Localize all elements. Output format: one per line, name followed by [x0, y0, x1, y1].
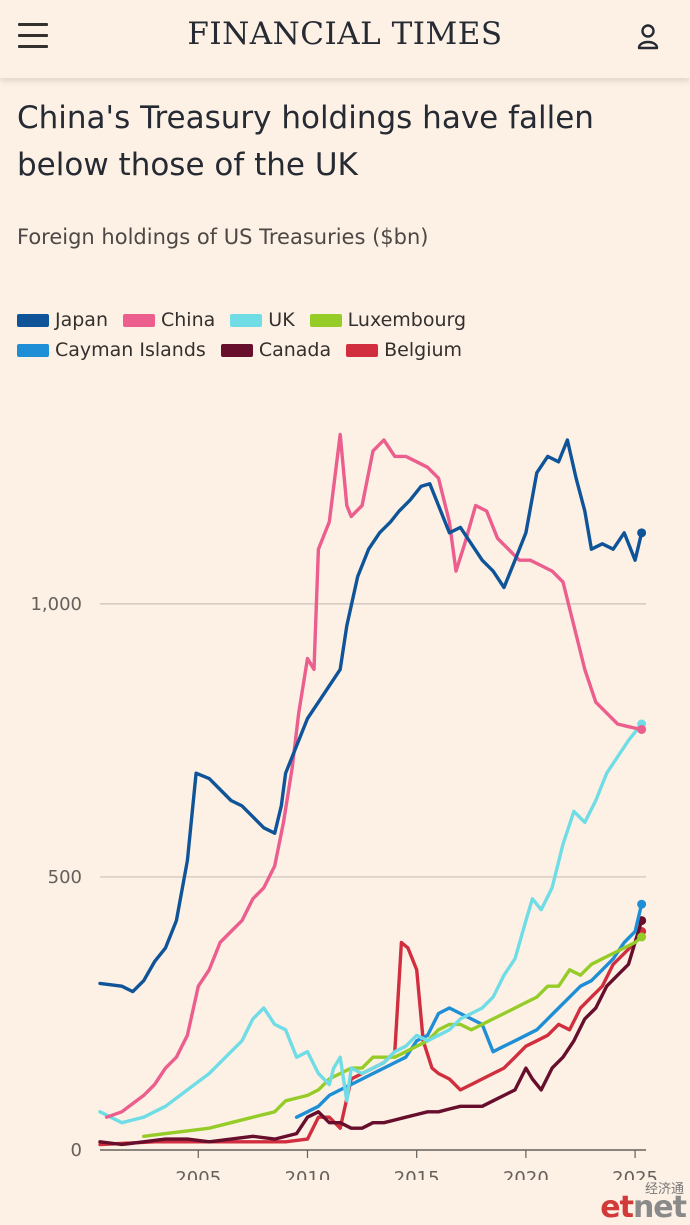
x-tick-label: 2010 [285, 1168, 331, 1180]
line-chart: 0 500 1,000 2005 2010 2015 2020 2025 [30, 432, 658, 1180]
series-line-luxembourg [142, 935, 644, 1138]
legend-item: UK [230, 309, 295, 331]
etnet-watermark: 经济通 etnet [600, 1178, 690, 1225]
top-bar: FINANCIAL TIMES [0, 0, 690, 78]
x-tick-label: 2025 [612, 1168, 658, 1180]
series-endpoint [637, 724, 647, 734]
watermark-cn: 经济通 [644, 1182, 684, 1197]
series-lines [98, 432, 647, 1147]
series-line-cayman-islands [294, 902, 644, 1119]
series-endpoint [637, 528, 647, 538]
legend-item: Cayman Islands [17, 339, 206, 361]
series-line-canada [98, 918, 644, 1147]
legend-label: Luxembourg [347, 309, 467, 331]
y-tick-label: 0 [71, 1140, 82, 1161]
axes: 0 500 1,000 2005 2010 2015 2020 2025 [30, 594, 658, 1180]
hamburger-menu-icon[interactable] [18, 23, 48, 49]
series-line-china [104, 432, 644, 1119]
series-endpoint [637, 932, 647, 942]
chart-legend: Japan China UK Luxembourg Cayman Islands Cana… [17, 305, 677, 365]
legend-item: Belgium [346, 339, 462, 361]
legend-swatch [346, 343, 379, 357]
series-line-japan [98, 438, 644, 994]
legend-item: China [123, 309, 215, 331]
legend-item: Japan [17, 309, 108, 331]
legend-item: Luxembourg [309, 309, 467, 331]
x-tick-label: 2005 [175, 1168, 221, 1180]
legend-row: Cayman Islands Canada Belgium [17, 335, 677, 365]
legend-swatch [123, 313, 155, 327]
series-line-belgium [98, 929, 644, 1147]
y-tick-label: 1,000 [30, 594, 82, 615]
headline: China's Treasury holdings have fallen be… [17, 100, 594, 183]
brand-logo[interactable]: FINANCIAL TIMES [187, 16, 503, 52]
legend-swatch [17, 343, 49, 357]
legend-label: Belgium [384, 339, 463, 361]
legend-swatch [230, 313, 263, 327]
series-endpoint [637, 899, 647, 909]
legend-label: Canada [258, 339, 332, 361]
legend-label: China [161, 309, 216, 331]
legend-label: Japan [55, 309, 108, 331]
legend-swatch [309, 313, 342, 327]
chart-subtitle: Foreign holdings of US Treasuries ($bn) [17, 225, 429, 249]
x-tick-label: 2020 [503, 1168, 549, 1180]
user-icon[interactable] [634, 22, 662, 50]
legend-swatch [17, 313, 49, 327]
y-tick-label: 500 [48, 867, 82, 888]
legend-label: UK [268, 309, 295, 331]
legend-row: Japan China UK Luxembourg [17, 305, 677, 335]
series-line-uk [98, 722, 644, 1125]
legend-item: Canada [220, 339, 332, 361]
watermark-logo: etnet [600, 1190, 687, 1225]
x-tick-label: 2015 [394, 1168, 440, 1180]
legend-label: Cayman Islands [55, 339, 206, 361]
legend-swatch [220, 343, 253, 357]
